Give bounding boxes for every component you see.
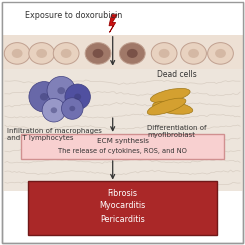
Ellipse shape xyxy=(150,88,190,103)
FancyBboxPatch shape xyxy=(2,69,243,191)
Text: Infiltration of macrophages
and T lymphocytes: Infiltration of macrophages and T lympho… xyxy=(7,128,102,141)
Text: Myocarditis: Myocarditis xyxy=(99,201,146,210)
Circle shape xyxy=(42,98,66,122)
Text: ECM synthesis: ECM synthesis xyxy=(97,138,148,144)
Circle shape xyxy=(47,76,75,105)
Ellipse shape xyxy=(12,49,23,58)
Ellipse shape xyxy=(40,93,48,101)
Ellipse shape xyxy=(51,107,57,113)
Circle shape xyxy=(65,84,90,110)
Text: Differentiation of
myofibroblast: Differentiation of myofibroblast xyxy=(147,125,207,138)
Ellipse shape xyxy=(181,43,207,64)
FancyBboxPatch shape xyxy=(28,181,217,235)
Ellipse shape xyxy=(93,49,103,58)
Ellipse shape xyxy=(61,49,72,58)
Text: Dead cells: Dead cells xyxy=(157,70,196,79)
Ellipse shape xyxy=(119,43,145,64)
Circle shape xyxy=(29,82,59,112)
Text: Exposure to doxorubicin: Exposure to doxorubicin xyxy=(24,12,122,20)
Ellipse shape xyxy=(208,43,233,64)
Ellipse shape xyxy=(74,94,81,100)
FancyBboxPatch shape xyxy=(21,134,224,159)
Ellipse shape xyxy=(36,49,47,58)
Ellipse shape xyxy=(127,49,138,58)
Ellipse shape xyxy=(69,106,75,111)
Ellipse shape xyxy=(215,49,226,58)
Text: Fibrosis: Fibrosis xyxy=(108,189,137,198)
Ellipse shape xyxy=(57,87,65,94)
Ellipse shape xyxy=(29,43,54,64)
FancyBboxPatch shape xyxy=(2,35,243,69)
FancyBboxPatch shape xyxy=(2,0,243,36)
Ellipse shape xyxy=(53,43,79,64)
Text: The release of cytokines, ROS, and NO: The release of cytokines, ROS, and NO xyxy=(58,148,187,154)
FancyBboxPatch shape xyxy=(2,2,243,243)
Ellipse shape xyxy=(4,43,30,64)
Polygon shape xyxy=(109,15,117,32)
Ellipse shape xyxy=(159,49,170,58)
Ellipse shape xyxy=(188,49,199,58)
Ellipse shape xyxy=(147,98,186,115)
Text: Pericarditis: Pericarditis xyxy=(100,215,145,224)
Ellipse shape xyxy=(153,101,193,114)
Circle shape xyxy=(61,98,83,119)
Ellipse shape xyxy=(151,43,177,64)
Ellipse shape xyxy=(85,43,111,64)
